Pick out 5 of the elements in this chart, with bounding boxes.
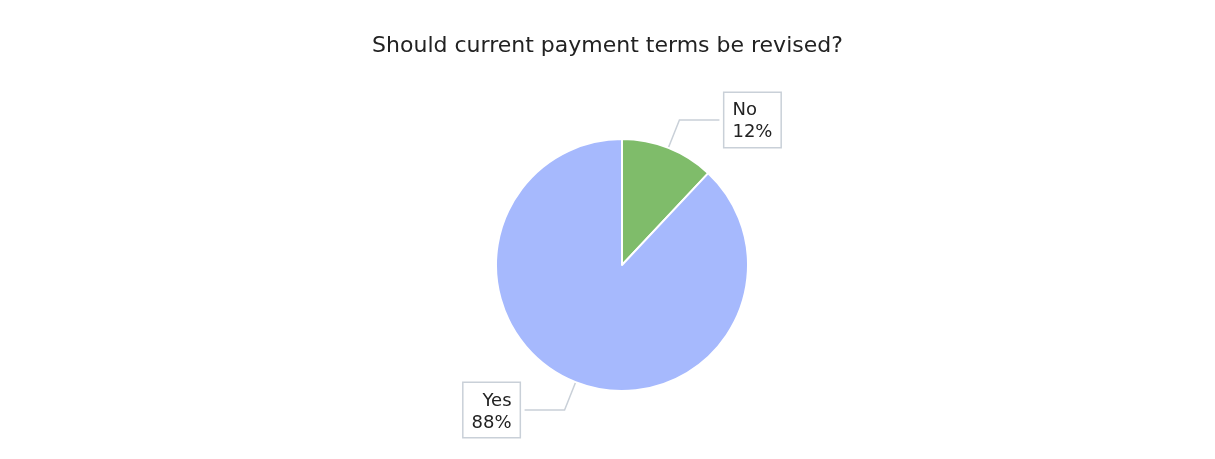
slice-label: No [732,98,757,120]
slice-label: Yes [481,388,512,410]
data-label: 88% [471,410,512,432]
data-label: 12% [732,120,773,142]
chart-title: Should current payment terms be revised? [372,31,843,57]
